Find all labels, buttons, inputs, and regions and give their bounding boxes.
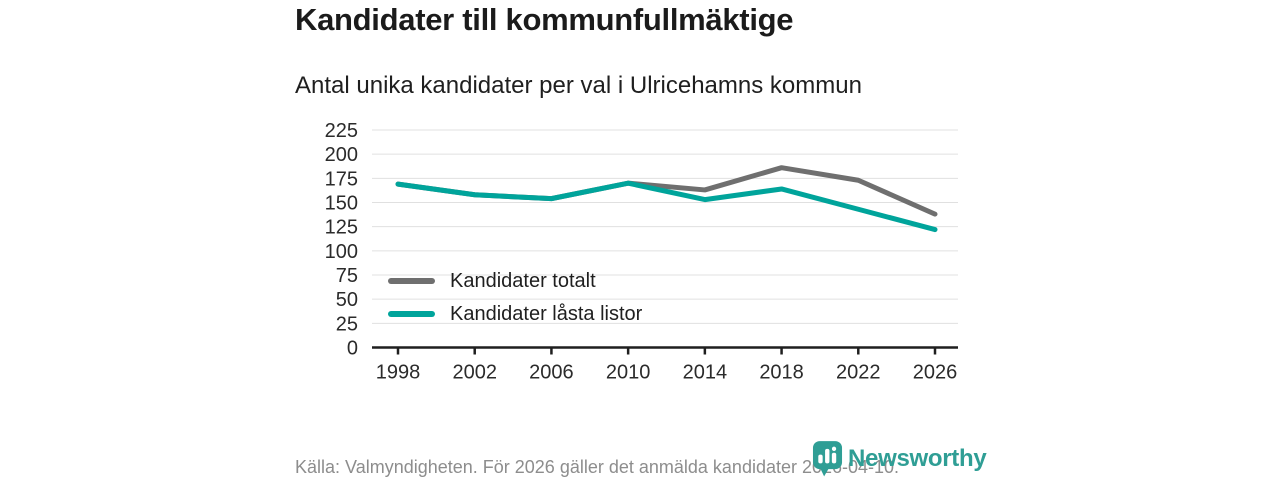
- legend-item-totalt: Kandidater totalt: [388, 269, 642, 293]
- svg-text:125: 125: [325, 217, 358, 239]
- legend-item-lasta-listor: Kandidater låsta listor: [388, 302, 642, 326]
- x-axis: 1998 2002 2006 2010 2014 2018 2022 2026: [372, 346, 958, 384]
- legend-swatch-totalt: [388, 278, 435, 284]
- chart-title: Kandidater till kommunfullmäktige: [295, 2, 794, 37]
- svg-text:50: 50: [336, 289, 358, 311]
- newsworthy-brand: Newsworthy: [812, 440, 987, 477]
- svg-text:0: 0: [347, 338, 358, 360]
- svg-text:2010: 2010: [606, 362, 651, 384]
- svg-text:2006: 2006: [529, 362, 574, 384]
- newsworthy-logo-icon: [812, 441, 843, 477]
- svg-text:2022: 2022: [836, 362, 881, 384]
- legend-label-lasta-listor: Kandidater låsta listor: [450, 302, 643, 325]
- gridlines: [372, 129, 958, 324]
- svg-text:2018: 2018: [759, 362, 804, 384]
- svg-text:225: 225: [325, 120, 358, 142]
- svg-text:175: 175: [325, 168, 358, 190]
- svg-text:2026: 2026: [913, 362, 958, 384]
- legend-label-totalt: Kandidater totalt: [450, 269, 596, 292]
- chart-legend: Kandidater totalt Kandidater låsta listo…: [388, 269, 642, 326]
- svg-text:2002: 2002: [452, 362, 497, 384]
- source-note: Källa: Valmyndigheten. För 2026 gäller d…: [295, 457, 900, 477]
- series-lines: [395, 165, 938, 233]
- svg-text:75: 75: [336, 265, 358, 287]
- svg-text:2014: 2014: [683, 362, 728, 384]
- svg-text:150: 150: [325, 193, 358, 215]
- svg-text:100: 100: [325, 241, 358, 263]
- svg-text:25: 25: [336, 313, 358, 335]
- legend-swatch-lasta-listor: [388, 311, 435, 317]
- chart-subtitle: Antal unika kandidater per val i Ulriceh…: [295, 72, 862, 99]
- svg-text:200: 200: [325, 144, 358, 166]
- newsworthy-wordmark: Newsworthy: [848, 444, 987, 472]
- svg-text:1998: 1998: [376, 362, 421, 384]
